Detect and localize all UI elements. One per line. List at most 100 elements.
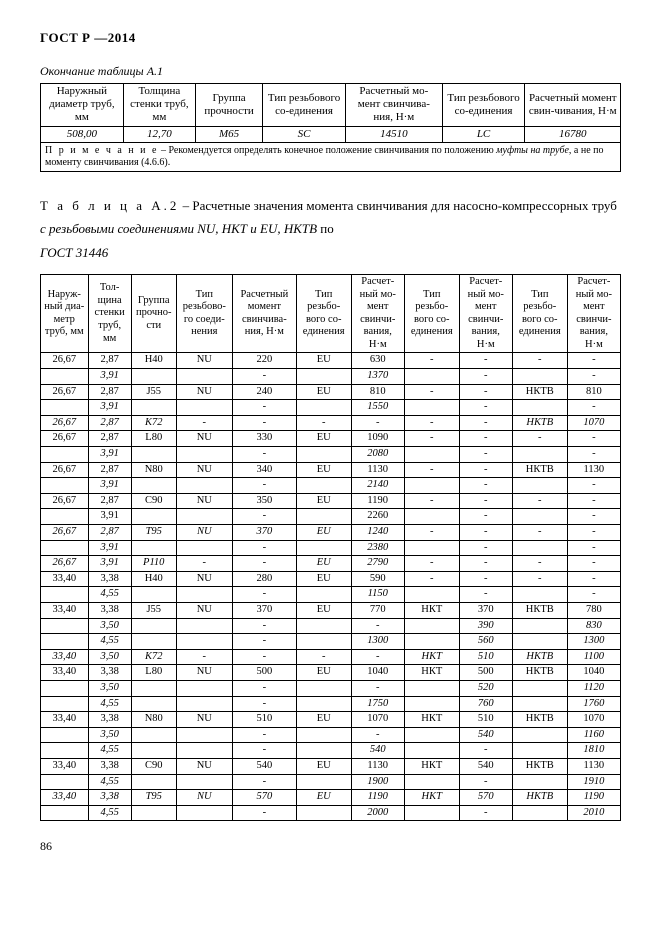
table-a2-cell: - (459, 571, 512, 587)
table-a2-header: Расчет-ный мо-мент свинчи-вания, Н·м (567, 274, 620, 353)
table-a1-header: Расчетный момент свин-чивания, Н·м (525, 84, 621, 127)
table-a2-cell: - (567, 556, 620, 572)
table-a2-cell (512, 509, 567, 525)
table-a2-cell: - (296, 415, 351, 431)
table-a2-header: Расчетный момент свинчива-ния, Н·м (232, 274, 296, 353)
table-a2-cell: 4,55 (88, 696, 131, 712)
table-a2-cell: - (512, 525, 567, 541)
table-a2-cell: 1370 (351, 369, 404, 385)
table-a2-cell: 540 (459, 758, 512, 774)
table-a2-cell (296, 680, 351, 696)
table-a2-cell (41, 400, 89, 416)
table-a2-cell (176, 478, 232, 494)
table-a2-cell: - (567, 587, 620, 603)
table-a2-cell: 3,38 (88, 571, 131, 587)
table-a2-cell: 3,91 (88, 509, 131, 525)
table-a2-cell: - (459, 493, 512, 509)
table-a2-cell: - (232, 478, 296, 494)
table-a2-cell (296, 540, 351, 556)
table-a2-cell: 500 (232, 665, 296, 681)
table-a2-cell (41, 618, 89, 634)
table-a2-cell: N80 (131, 712, 176, 728)
table-a2-header: Наруж-ный диа-метр труб, мм (41, 274, 89, 353)
table-a2-cell: 2000 (351, 805, 404, 821)
table-a2-cell (512, 447, 567, 463)
table-a2-cell (512, 540, 567, 556)
table-a2-cell: 540 (351, 743, 404, 759)
table-a2-cell: 590 (351, 571, 404, 587)
table-a2-cell: 3,50 (88, 727, 131, 743)
table-a2-cell: 26,67 (41, 431, 89, 447)
table-a2-cell: 33,40 (41, 712, 89, 728)
table-a2-cell: 1100 (567, 649, 620, 665)
table-a2-cell: NU (176, 571, 232, 587)
table-a2-cell: 33,40 (41, 758, 89, 774)
table-a2-cell (404, 369, 459, 385)
note-label: П р и м е ч а н и е (45, 145, 158, 156)
table-a2-cell (404, 774, 459, 790)
table-a2-cell: 510 (232, 712, 296, 728)
table-a2-cell (404, 509, 459, 525)
table-a2-cell (176, 587, 232, 603)
table-a2-cell: K72 (131, 415, 176, 431)
table-a2-cell: 240 (232, 384, 296, 400)
table-a2-cell: 3,38 (88, 790, 131, 806)
table-a2-cell: - (512, 556, 567, 572)
table-a2-cell: 3,38 (88, 602, 131, 618)
table-a2-cell: - (567, 369, 620, 385)
table-a2-cell: - (232, 805, 296, 821)
table-a2-cell: 26,67 (41, 415, 89, 431)
table-a2-cell: 510 (459, 649, 512, 665)
table-a2-cell: 1760 (567, 696, 620, 712)
table-a2-cell (512, 369, 567, 385)
table-a2-cell: 1190 (567, 790, 620, 806)
table-a2-cell (296, 587, 351, 603)
table-a2-cell: 26,67 (41, 353, 89, 369)
table-a2-cell: N80 (131, 462, 176, 478)
table-a2-cell (131, 478, 176, 494)
table-a2-header: Тол-щина стенки труб, мм (88, 274, 131, 353)
table-a2-cell: - (176, 556, 232, 572)
table-a2-cell: - (351, 727, 404, 743)
note-italic: муфты на трубе (496, 145, 569, 156)
table-a2-cell: 1190 (351, 790, 404, 806)
table-a2-cell: 2,87 (88, 415, 131, 431)
table-a2-cell: - (176, 415, 232, 431)
table-a2-cell: 2260 (351, 509, 404, 525)
table-a2-cell: EU (296, 525, 351, 541)
table-a2-cell: - (567, 493, 620, 509)
table-a2-cell: 370 (232, 525, 296, 541)
table-a2-cell: NU (176, 602, 232, 618)
table-a2-cell: - (567, 571, 620, 587)
table-a2-cell: 2010 (567, 805, 620, 821)
table-a2-cell: - (567, 400, 620, 416)
table-a2-cell: NU (176, 353, 232, 369)
table-a1-cell: 14510 (345, 126, 442, 142)
table-a2-cell: НКТВ (512, 384, 567, 400)
table-a2-cell: - (512, 431, 567, 447)
table-a2-cell (296, 400, 351, 416)
table-a2-title: Т а б л и ц а А.2 – Расчетные значения м… (40, 194, 621, 264)
table-a2-cell: НКТВ (512, 415, 567, 431)
table-a2-cell: 1120 (567, 680, 620, 696)
table-a2-cell (41, 743, 89, 759)
table-a2-cell: NU (176, 665, 232, 681)
table-a2-cell: - (512, 353, 567, 369)
table-a2-cell: NU (176, 790, 232, 806)
table-a2-cell: - (459, 540, 512, 556)
table-a2-cell (296, 447, 351, 463)
table-a2-cell: 26,67 (41, 384, 89, 400)
table-a2-cell: EU (296, 493, 351, 509)
table-a2-cell: - (459, 462, 512, 478)
table-a2-cell (131, 727, 176, 743)
table-a2-cell: EU (296, 431, 351, 447)
table-a2-cell: - (459, 400, 512, 416)
table-a2-cell: 2790 (351, 556, 404, 572)
table-a2-cell (131, 696, 176, 712)
table-a2-cell (296, 696, 351, 712)
table-a2-cell (512, 696, 567, 712)
page-number: 86 (40, 839, 621, 854)
table-a2-cell: 1070 (567, 415, 620, 431)
table-a2-cell: NU (176, 384, 232, 400)
table-a2-cell: 26,67 (41, 525, 89, 541)
